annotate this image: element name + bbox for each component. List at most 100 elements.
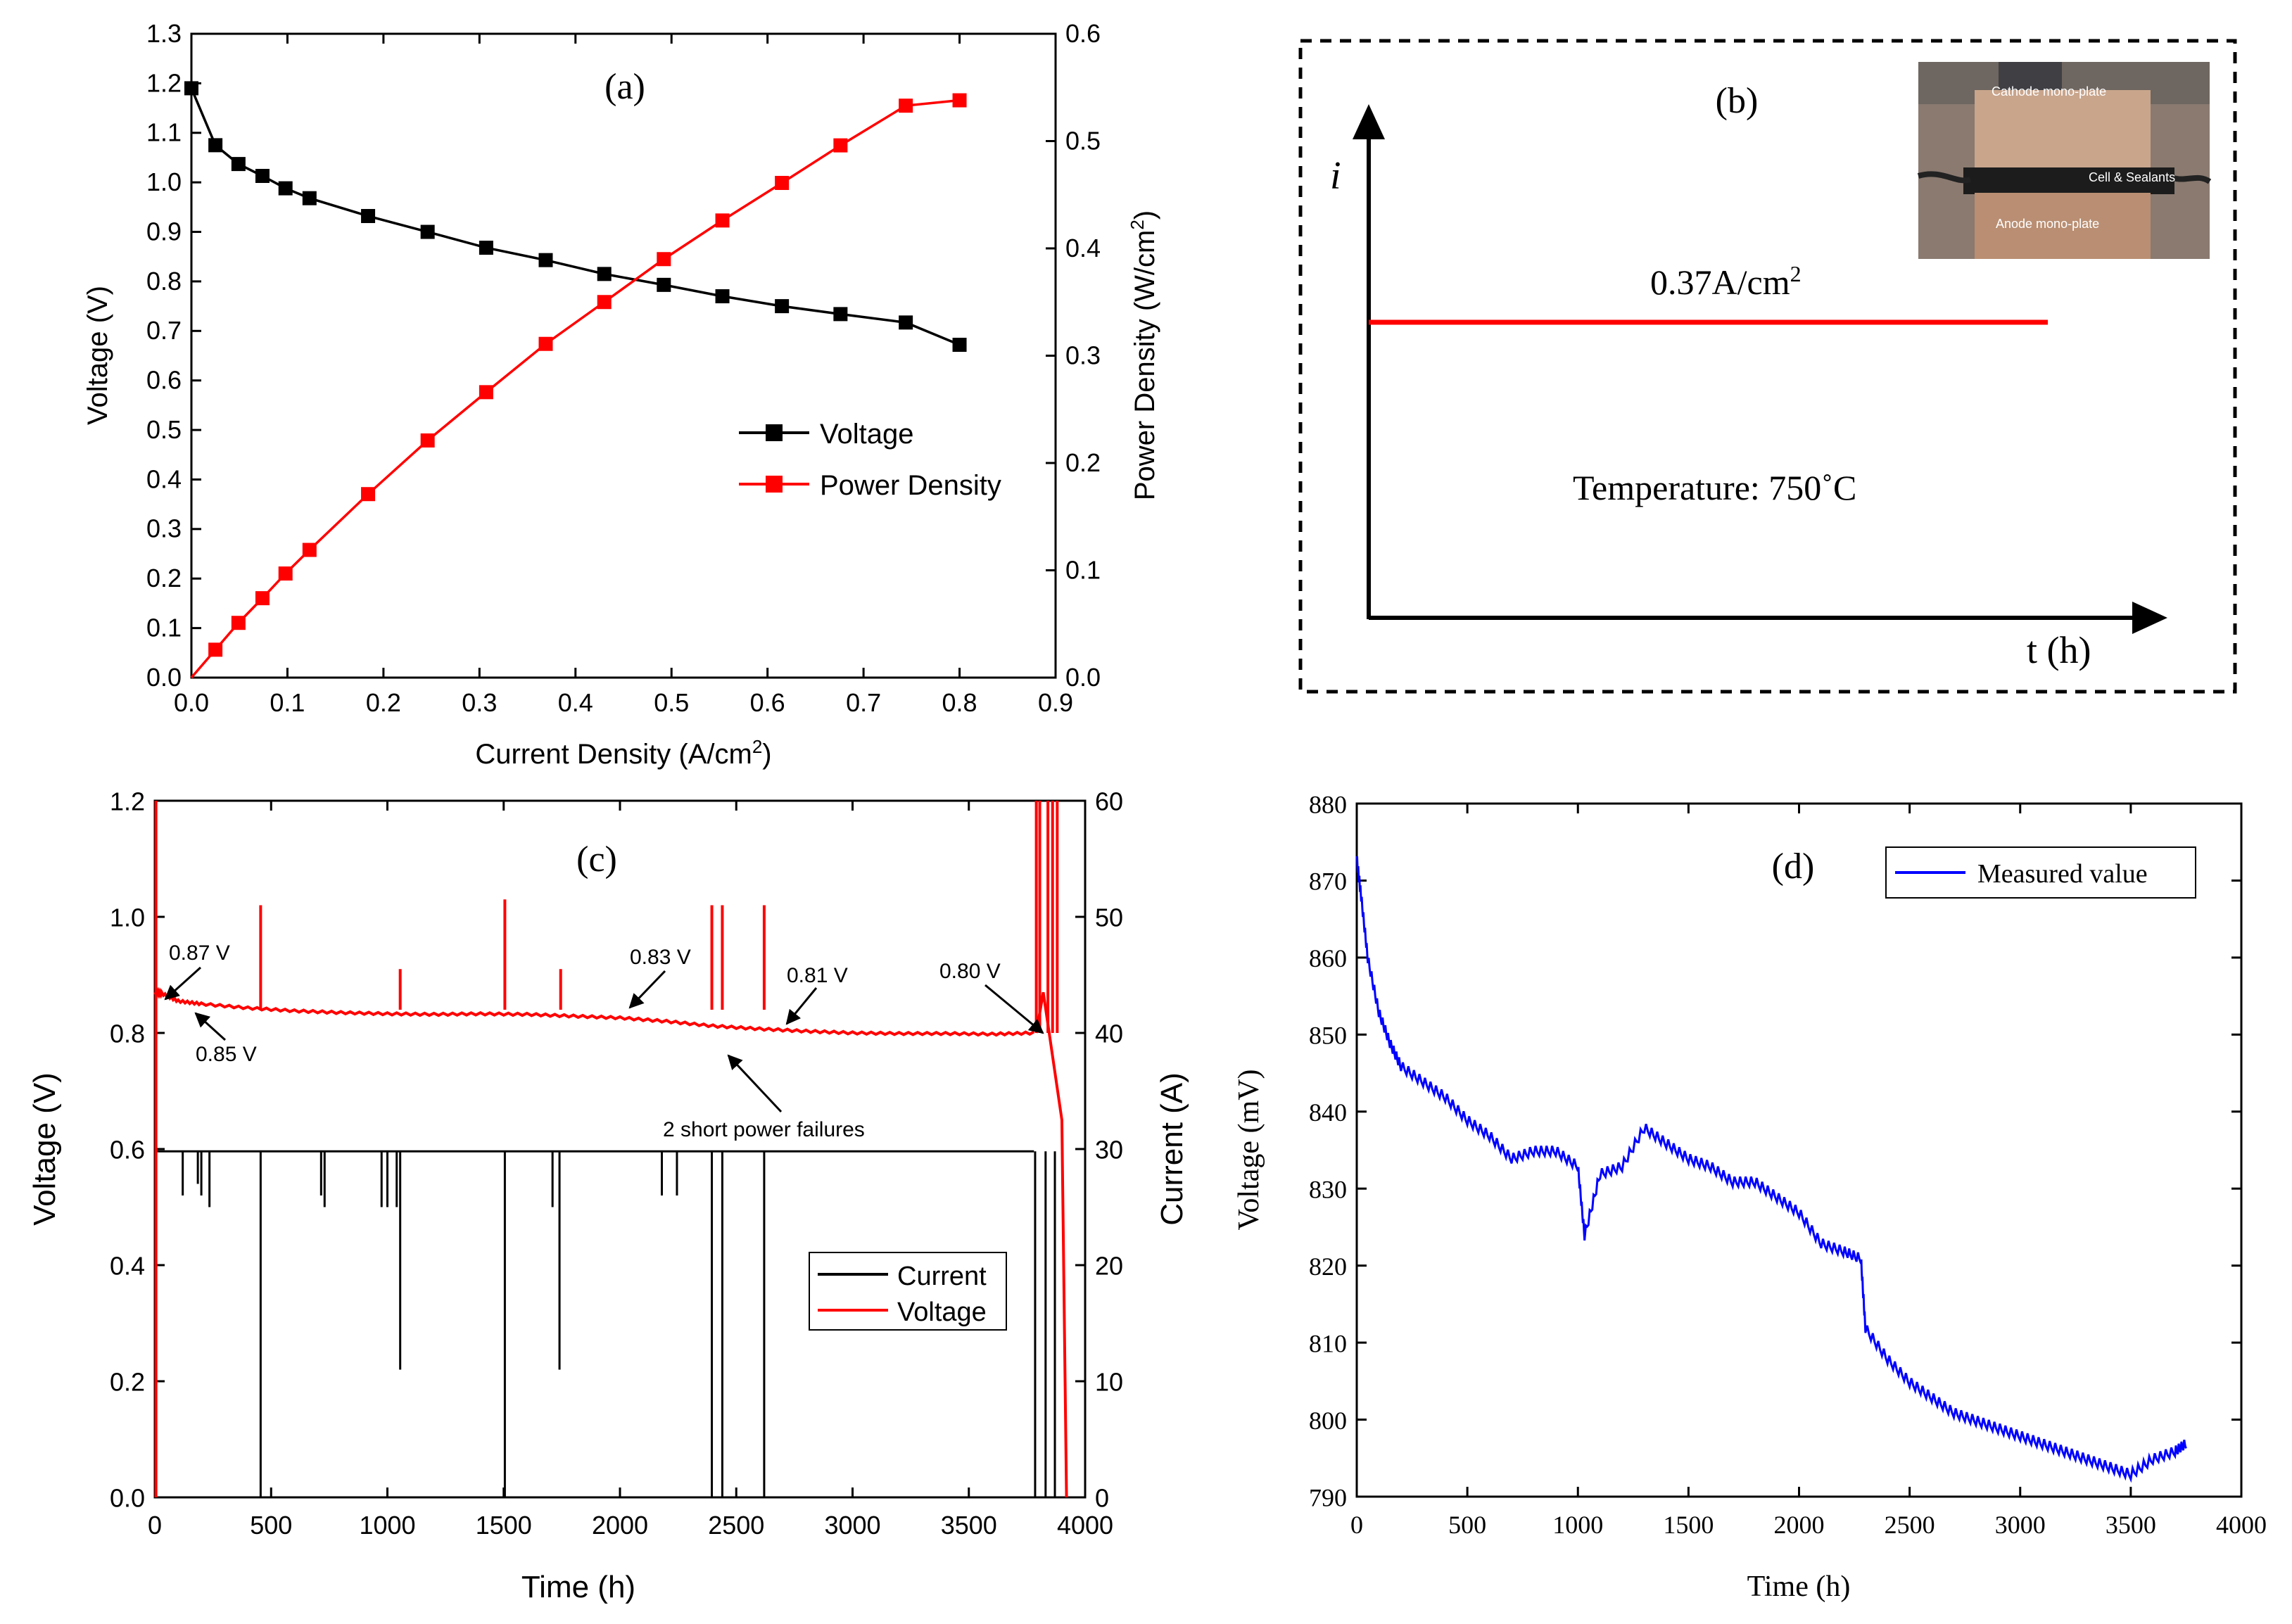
panel-b-current-label: 0.37A/cm2 — [1650, 261, 1802, 302]
x-tick-label: 3500 — [941, 1511, 997, 1540]
x-tick-label: 0.6 — [750, 688, 785, 717]
y-tick-label: 0.1 — [146, 614, 182, 642]
y2-tick-label: 0.5 — [1065, 126, 1101, 155]
x-tick-label: 500 — [1448, 1511, 1486, 1539]
panel-b-tag: (b) — [1716, 81, 1759, 121]
data-point-power-density — [952, 93, 967, 108]
panel-c-chart: 0 500 1000 1500 2000 2500 3000 3500 40000.00.20.… — [27, 787, 1189, 1604]
legend-power-density-label: Power Density — [820, 470, 1001, 501]
panel-c-plot-frame — [153, 799, 1087, 1499]
data-point-power-density — [278, 566, 293, 581]
panel-a-plot-frame — [190, 32, 1057, 679]
y2-tick-label: 0.1 — [1065, 555, 1101, 584]
x-tick-label: 1000 — [1552, 1511, 1603, 1539]
data-point-power-density — [775, 175, 790, 190]
data-point-power-density — [255, 591, 270, 606]
x-tick-label: 3000 — [824, 1511, 880, 1540]
annotation-0-85v-arrow — [194, 1012, 227, 1041]
panel-b-dashed-frame — [1298, 39, 2237, 694]
series-line-power-density — [190, 99, 960, 679]
data-point-power-density — [479, 385, 493, 400]
y-tick-label: 0.7 — [146, 316, 182, 345]
x-tick-label: 1000 — [359, 1511, 415, 1540]
y-tick-label: 0.5 — [146, 415, 182, 444]
panel-b-y-label: i — [1330, 154, 1341, 198]
panel-b-x-axis-arrow — [2132, 602, 2167, 634]
panel-a-x-axis-label: Current Density (A/cm2) — [475, 736, 771, 770]
y-tick-label: 1.0 — [110, 903, 145, 932]
y-tick-label: 850 — [1309, 1022, 1347, 1050]
y-tick-label: 800 — [1309, 1407, 1347, 1435]
panel-b-temperature-label: Temperature: 750˚C — [1573, 468, 1856, 507]
y-tick-label: 0.8 — [146, 267, 182, 296]
annotation-power-failures-arrow — [727, 1054, 783, 1113]
y-tick-label: 860 — [1309, 944, 1347, 972]
y-tick-label: 880 — [1309, 790, 1347, 818]
panel-b-y-axis-arrow — [1353, 104, 1385, 139]
y2-tick-label: 0 — [1095, 1483, 1109, 1512]
panel-d-x-axis-label: Time (h) — [1747, 1571, 1851, 1603]
x-tick-label: 0 — [1350, 1511, 1363, 1539]
y-tick-label: 0.2 — [110, 1367, 145, 1396]
y-tick-label: 0.6 — [146, 366, 182, 395]
photo-label-cathode: Cathode mono-plate — [1992, 84, 2106, 99]
voltage-line — [153, 987, 1035, 1037]
data-point-voltage — [184, 81, 198, 96]
legend-power-density-marker — [766, 476, 783, 493]
panel-a-y2-axis-label: Power Density (W/cm2) — [1127, 210, 1160, 500]
y2-tick-label: 50 — [1095, 903, 1123, 932]
data-point-power-density — [597, 295, 612, 310]
x-tick-label: 2000 — [1774, 1511, 1825, 1539]
photo-anode-plate — [1975, 193, 2151, 259]
y-tick-label: 1.3 — [146, 19, 182, 48]
y2-tick-label: 10 — [1095, 1367, 1123, 1396]
data-point-voltage — [775, 299, 790, 314]
data-point-voltage — [597, 267, 612, 281]
y-tick-label: 0.8 — [110, 1019, 145, 1048]
x-tick-label: 1500 — [1663, 1511, 1714, 1539]
annotation-0-80v: 0.80 V — [939, 960, 1001, 983]
x-tick-label: 0.5 — [654, 688, 689, 717]
x-tick-label: 2500 — [1885, 1511, 1935, 1539]
x-tick-label: 4000 — [1057, 1511, 1113, 1540]
annotation-0-83v-arrow — [628, 970, 666, 1009]
photo-label-anode: Anode mono-plate — [1996, 217, 2099, 231]
data-point-power-density — [361, 487, 376, 502]
panel-a-chart: 0.0 0.1 0.2 0.3 0.4 0.5 0.6 0.7 0.8 0.90.00.10.20… — [82, 19, 1160, 770]
panel-d-tag: (d) — [1772, 846, 1815, 887]
x-tick-label: 0.2 — [366, 688, 401, 717]
x-tick-label: 0.8 — [942, 688, 977, 717]
y2-tick-label: 30 — [1095, 1135, 1123, 1164]
y-tick-label: 0.6 — [110, 1135, 145, 1164]
data-point-power-density — [420, 433, 435, 448]
panel-d-y-axis-label: Voltage (mV) — [1233, 1069, 1265, 1230]
photo-cell-sealant-band — [1963, 167, 2174, 194]
y2-tick-label: 60 — [1095, 787, 1123, 816]
y-tick-label: 790 — [1309, 1483, 1347, 1511]
panel-b-x-label: t (h) — [2027, 629, 2091, 671]
y-tick-label: 820 — [1309, 1252, 1347, 1281]
data-point-power-density — [538, 336, 553, 351]
panel-a-y-axis-label: Voltage (V) — [82, 286, 113, 425]
data-point-power-density — [715, 213, 730, 228]
y2-tick-label: 0.6 — [1065, 19, 1101, 48]
panel-d-plot-frame — [1355, 802, 2243, 1498]
panel-c-annotations: 0.87 V 0.85 V 0.83 V 0.81 V 0.80 V 2 sho… — [164, 941, 1044, 1141]
data-point-power-density — [899, 99, 913, 113]
annotation-0-85v: 0.85 V — [196, 1043, 257, 1066]
y-tick-label: 870 — [1309, 868, 1347, 896]
photo-label-sealants: Cell & Sealants — [2089, 170, 2175, 184]
panel-c-legend-box — [809, 1252, 1007, 1331]
y-tick-label: 0.0 — [146, 663, 182, 692]
y-tick-label: 840 — [1309, 1098, 1347, 1127]
x-tick-label: 0.9 — [1038, 688, 1073, 717]
annotation-0-81v: 0.81 V — [787, 964, 848, 987]
data-point-voltage — [479, 241, 493, 255]
data-point-voltage — [833, 307, 848, 322]
y-tick-label: 1.0 — [146, 167, 182, 196]
x-tick-label: 2500 — [708, 1511, 764, 1540]
panel-a-legend: Voltage Power Density — [739, 419, 1001, 501]
annotation-0-83v: 0.83 V — [630, 946, 691, 969]
data-point-voltage — [255, 169, 270, 184]
x-tick-label: 0.7 — [846, 688, 881, 717]
